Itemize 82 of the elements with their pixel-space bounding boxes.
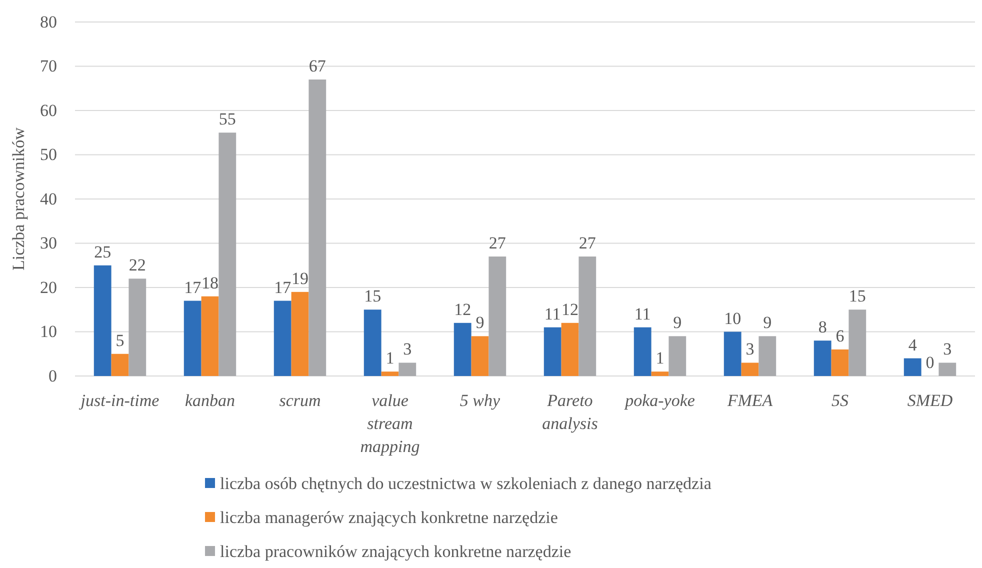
y-tick-label: 70	[40, 56, 57, 76]
data-label: 11	[634, 304, 651, 324]
bar	[471, 336, 489, 376]
data-label: 9	[476, 313, 484, 332]
data-label: 17	[184, 278, 202, 297]
bar	[364, 310, 382, 376]
data-label: 5	[116, 330, 124, 350]
bar	[291, 292, 309, 376]
bar	[308, 80, 326, 376]
x-tick-label: poka-yoke	[624, 391, 696, 410]
x-tick-label: SMED	[907, 391, 954, 410]
data-label: 8	[818, 318, 827, 337]
legend-label: liczba pracowników znających konkretne narzędzie	[220, 542, 572, 561]
data-label: 10	[724, 308, 742, 328]
data-label: 9	[673, 313, 682, 332]
bar	[184, 300, 202, 376]
legend-label: liczba osób chętnych do uczestnictwa w szkoleniach z danego narzędzia	[220, 474, 712, 493]
bar	[274, 300, 292, 376]
data-label: 0	[926, 353, 934, 372]
x-tick-label: value stream mapping	[360, 391, 420, 456]
data-label: 9	[763, 313, 772, 332]
bar	[904, 358, 922, 376]
data-label: 1	[656, 348, 664, 368]
data-label: 67	[308, 56, 326, 76]
data-label: 12	[562, 300, 578, 319]
data-label: 27	[488, 234, 506, 253]
data-label: 3	[403, 340, 412, 359]
data-label: 12	[454, 300, 472, 319]
data-label: 3	[746, 340, 754, 359]
data-label: 1	[386, 348, 394, 368]
data-label: 3	[943, 340, 952, 359]
x-tick-label: FMEA	[726, 391, 774, 410]
bar	[814, 340, 832, 376]
bar	[488, 256, 506, 376]
y-tick-label: 20	[40, 278, 57, 297]
y-tick-label: 0	[48, 366, 57, 386]
bar	[544, 327, 562, 376]
bar	[561, 322, 579, 376]
bar	[398, 362, 416, 376]
x-tick-label: just-in-time	[78, 391, 160, 410]
data-label: 19	[292, 268, 308, 288]
bar	[381, 372, 399, 376]
y-axis-title: Liczba pracowników	[9, 126, 28, 271]
y-tick-label: 80	[40, 12, 57, 32]
y-tick-label: 60	[40, 100, 57, 120]
x-tick-label: 5 why	[460, 391, 501, 410]
data-label: 15	[848, 286, 866, 306]
bar	[831, 349, 849, 376]
bar	[634, 327, 652, 376]
bar	[848, 310, 866, 376]
bar	[94, 265, 112, 376]
bar	[111, 354, 129, 376]
y-tick-label: 30	[40, 234, 57, 253]
y-tick-label: 40	[40, 189, 57, 208]
bar	[128, 278, 146, 376]
bar	[454, 322, 472, 376]
data-label: 4	[908, 335, 918, 354]
x-tick-label: 5S	[832, 391, 849, 410]
legend-label: liczba managerów znających konkretne narzędzie	[220, 508, 558, 527]
data-label: 18	[202, 273, 218, 292]
bar	[724, 332, 742, 376]
x-tick-label: scrum	[279, 391, 321, 410]
y-tick-label: 10	[40, 322, 57, 342]
bar	[668, 336, 686, 376]
data-label: 27	[578, 234, 596, 253]
y-tick-label: 50	[40, 145, 57, 164]
bar	[651, 372, 669, 376]
bar	[218, 132, 236, 376]
bar	[578, 256, 596, 376]
data-label: 6	[836, 326, 844, 346]
bar	[741, 362, 759, 376]
bar	[201, 296, 219, 376]
bar	[938, 362, 956, 376]
data-label: 55	[218, 110, 236, 129]
x-tick-label: kanban	[184, 391, 236, 410]
data-label: 22	[128, 256, 146, 275]
data-label: 15	[364, 286, 382, 306]
data-label: 25	[94, 242, 112, 262]
data-label: 11	[544, 304, 561, 324]
bar	[758, 336, 776, 376]
data-label: 17	[274, 278, 292, 297]
x-tick-label: Pareto analysis	[542, 391, 598, 433]
